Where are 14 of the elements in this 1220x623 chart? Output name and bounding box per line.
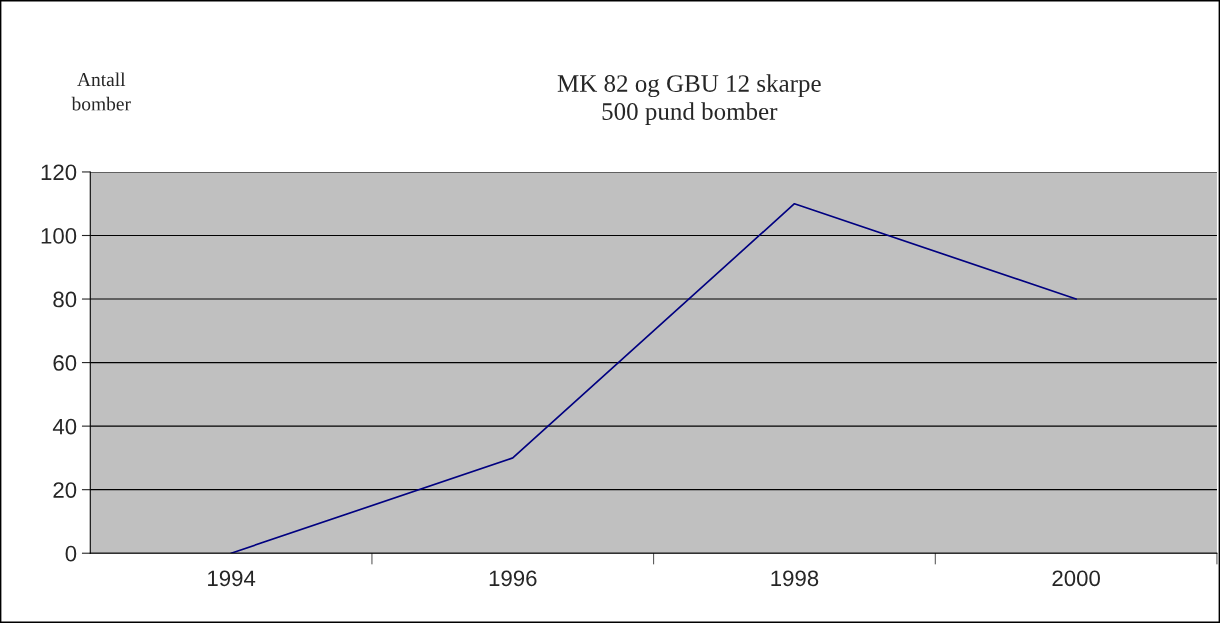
line-series <box>230 202 1077 554</box>
chart-title: MK 82 og GBU 12 skarpe 500 pund bomber <box>557 74 821 125</box>
x-tick-label: 1994 <box>208 570 256 587</box>
y-tick-label: 60 <box>53 355 77 371</box>
y-axis-title: Antall bomber <box>71 72 131 111</box>
x-tick-label: 2000 <box>1052 570 1100 587</box>
x-tick-label: 1998 <box>771 570 819 587</box>
y-tick-label: 40 <box>52 418 77 435</box>
y-tick-label: 20 <box>53 482 77 498</box>
y-tick-label: 0 <box>65 545 77 562</box>
y-tick-label: 100 <box>41 228 77 244</box>
y-tick-label: 120 <box>41 164 77 181</box>
y-tick-label: 80 <box>53 291 77 308</box>
x-tick-label: 1996 <box>489 570 537 587</box>
